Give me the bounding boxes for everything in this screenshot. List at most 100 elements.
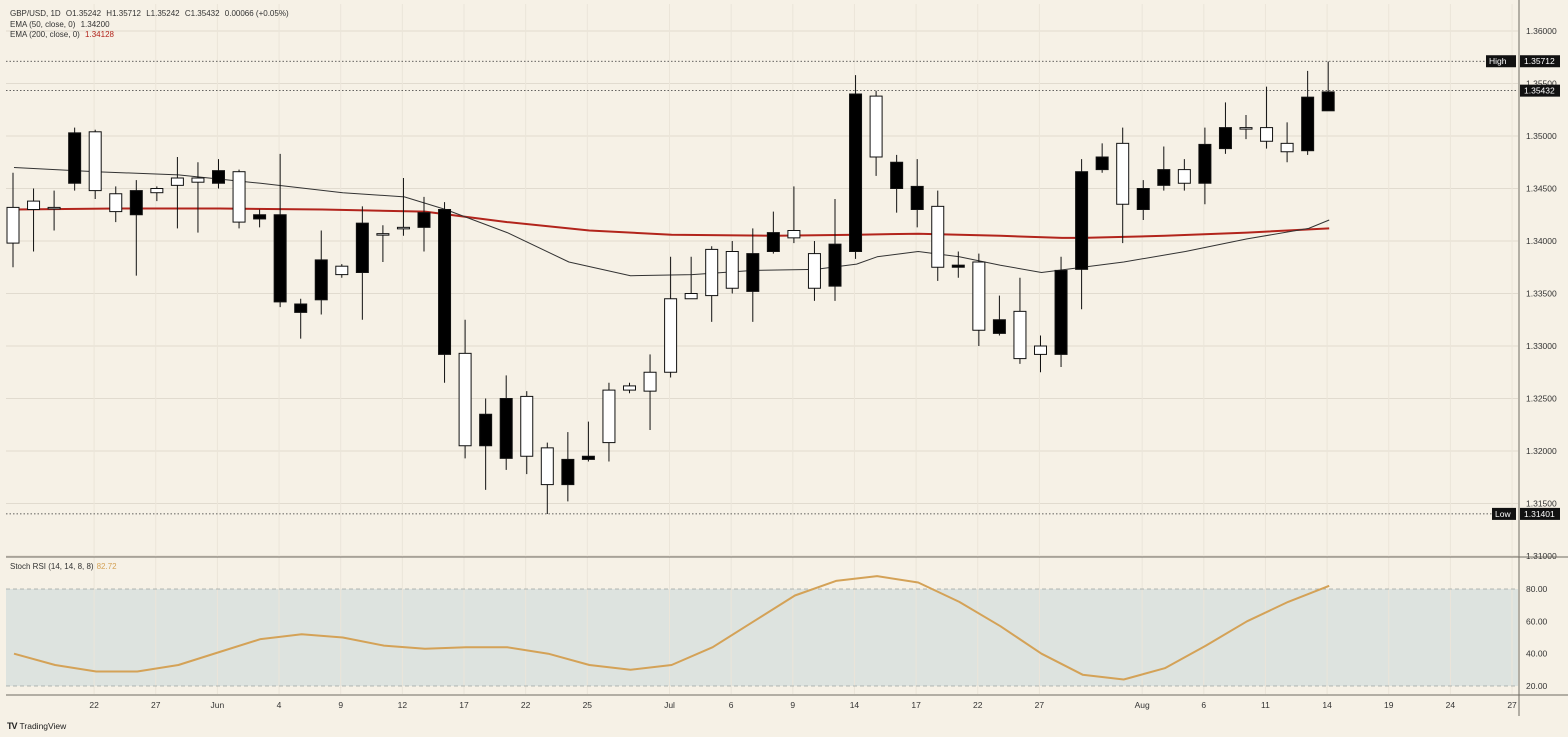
candle-body [766, 232, 780, 253]
candle-body [232, 171, 246, 223]
candle [1177, 159, 1191, 191]
legend-ema200-label: EMA (200, close, 0) [10, 30, 80, 39]
stoch-tick-label: 80.00 [1526, 584, 1548, 594]
candle [1260, 86, 1274, 149]
candle-body [951, 264, 965, 268]
candle [1321, 61, 1335, 112]
price-pane [6, 4, 1518, 556]
candle-body [1239, 127, 1253, 130]
date-tick-label: 22 [973, 700, 983, 710]
candle [561, 432, 575, 502]
candle-body [1034, 345, 1047, 355]
chart-legend: GBP/USD, 1D O1.35242 H1.35712 L1.35242 C… [10, 9, 289, 41]
candle-body [1136, 188, 1150, 210]
marker-value: 1.35432 [1524, 86, 1555, 96]
candle-body [1054, 269, 1068, 355]
candle [314, 230, 328, 315]
candle [664, 256, 678, 378]
candle-body [150, 188, 164, 194]
candle [1239, 115, 1253, 140]
candle [170, 157, 184, 229]
candle [890, 154, 904, 213]
candle [725, 241, 739, 294]
candle [1095, 143, 1109, 173]
candle [1280, 122, 1294, 163]
candle [992, 295, 1006, 336]
candle [643, 354, 657, 430]
candle [602, 382, 616, 462]
candle [931, 190, 945, 281]
candle-body [1301, 96, 1315, 152]
candle-body [725, 251, 739, 289]
price-tick-label: 1.34000 [1526, 236, 1557, 246]
candle-body [88, 131, 102, 192]
candle-body [27, 200, 41, 211]
stoch-tick-label: 20.00 [1526, 681, 1548, 691]
candle-body [273, 214, 287, 303]
date-tick-label: 27 [151, 700, 161, 710]
date-tick-label: 25 [583, 700, 593, 710]
candle-body [869, 95, 883, 158]
date-tick-label: 6 [729, 700, 734, 710]
candle-body [212, 170, 225, 184]
tradingview-brand[interactable]: TV TradingView [7, 721, 66, 731]
price-tick-label: 1.34500 [1526, 184, 1557, 194]
stoch-legend-value: 82.72 [96, 562, 117, 571]
candle-body [1280, 142, 1294, 153]
candle-body [1075, 171, 1089, 270]
marker-value: 1.35712 [1524, 56, 1555, 66]
candle [294, 298, 308, 339]
candle [684, 256, 698, 300]
date-tick-label: Jun [211, 700, 225, 710]
candle [27, 188, 41, 252]
stoch-tick-label: 40.00 [1526, 649, 1548, 659]
candle-body [561, 458, 575, 486]
price-tick-label: 1.35500 [1526, 79, 1557, 89]
date-tick-label: 19 [1384, 700, 1394, 710]
candle [253, 209, 267, 228]
candle-body [972, 261, 986, 331]
candle [458, 319, 472, 459]
marker-value-box [1520, 55, 1560, 68]
candle-body [1013, 310, 1027, 360]
date-tick-label: 4 [277, 700, 282, 710]
candle-body [294, 303, 308, 313]
candle-body [335, 265, 349, 276]
marker-value: 1.31401 [1524, 509, 1555, 519]
candle-body [520, 395, 534, 457]
candle-body [787, 230, 801, 239]
candle-body [1218, 127, 1232, 150]
candle [273, 153, 287, 308]
candle [807, 241, 821, 301]
candle-body [705, 248, 719, 297]
candle [150, 186, 164, 202]
price-tick-label: 1.31000 [1526, 551, 1557, 561]
candle [787, 186, 801, 244]
legend-row-ema50: EMA (50, close, 0) 1.34200 [10, 20, 289, 31]
candle-body [643, 371, 657, 392]
candle [910, 159, 924, 228]
candle-body [417, 212, 431, 228]
brand-name: TradingView [19, 721, 67, 731]
candle-body [623, 385, 636, 391]
candle-body [68, 132, 82, 184]
candle [972, 253, 986, 346]
date-tick-label: 6 [1201, 700, 1206, 710]
stoch-tick-label: 60.00 [1526, 616, 1548, 626]
candle [1198, 127, 1212, 205]
candle [6, 172, 20, 268]
marker-label-box [1492, 507, 1516, 520]
stoch-band [6, 589, 1518, 686]
candle-body [602, 389, 616, 444]
candle-body [191, 177, 205, 183]
legend-symbol: GBP/USD, 1D [10, 9, 61, 18]
candle-body [376, 233, 390, 236]
candle [129, 180, 143, 276]
candle [1013, 277, 1027, 364]
date-tick-label: 27 [1035, 700, 1045, 710]
candle [376, 225, 390, 262]
candle [951, 251, 965, 278]
candle [1075, 159, 1089, 310]
candle [705, 246, 719, 322]
price-tick-label: 1.32500 [1526, 394, 1557, 404]
